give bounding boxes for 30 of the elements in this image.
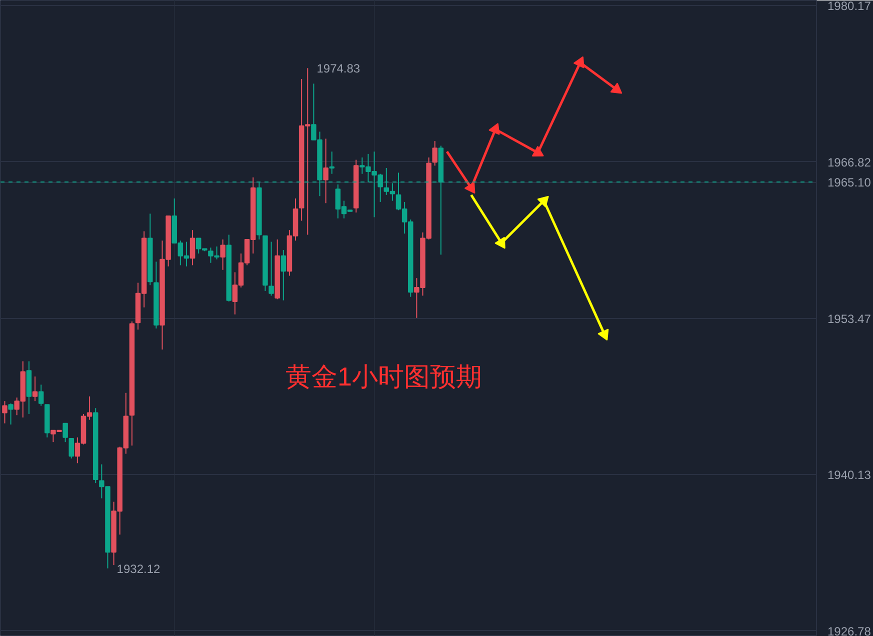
candlestick bbox=[329, 151, 334, 174]
y-tick-label: 1980.17 bbox=[828, 0, 872, 14]
y-tick-label: 1926.78 bbox=[828, 624, 872, 636]
candlestick bbox=[8, 402, 14, 425]
point bbox=[537, 196, 549, 208]
point bbox=[598, 328, 609, 341]
y-tick-label: 1966.82 bbox=[828, 155, 872, 170]
point bbox=[464, 182, 476, 194]
annotation: 1932.12 bbox=[116, 562, 161, 576]
annotation: 黄金1小时图预期 bbox=[286, 362, 482, 392]
point bbox=[494, 236, 506, 249]
candlestick bbox=[220, 238, 226, 270]
y-tick-label: 1940.13 bbox=[828, 468, 872, 482]
candlestick bbox=[280, 249, 286, 301]
candlestick bbox=[432, 140, 438, 166]
point bbox=[610, 82, 622, 94]
candlestick bbox=[323, 138, 328, 204]
candlestick bbox=[2, 400, 8, 424]
candlestick bbox=[268, 241, 274, 296]
point bbox=[488, 122, 500, 135]
annotation: 1974.83 bbox=[316, 62, 360, 76]
candlestick bbox=[32, 376, 38, 402]
y-tick-label: 1953.47 bbox=[828, 312, 872, 326]
point bbox=[532, 146, 544, 157]
candlestick bbox=[38, 384, 44, 406]
point bbox=[573, 56, 584, 68]
candlestick bbox=[68, 438, 74, 459]
ref-line-label: 1965.10 bbox=[828, 176, 872, 190]
candlestick bbox=[62, 422, 68, 443]
candlestick bbox=[190, 230, 196, 266]
